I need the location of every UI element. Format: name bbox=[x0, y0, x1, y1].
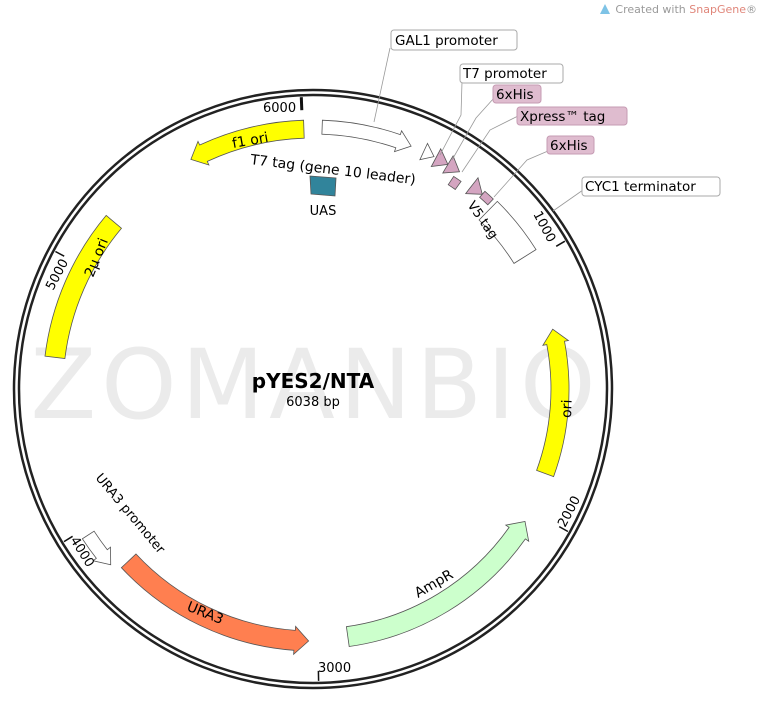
label-ori: ori bbox=[559, 399, 576, 418]
ura3-promoter-arrow[interactable] bbox=[81, 530, 112, 566]
callout-gal1-promoter: GAL1 promoter bbox=[373, 29, 518, 123]
credit-suffix: ® bbox=[746, 3, 757, 16]
callout-text: GAL1 promoter bbox=[395, 33, 498, 49]
uas-feature[interactable] bbox=[309, 175, 337, 197]
callout-text: 6xHis bbox=[550, 138, 588, 154]
t7-promoter-arrow[interactable] bbox=[419, 142, 435, 161]
tick-label-6000: 6000 bbox=[263, 101, 296, 116]
callout-text: 6xHis bbox=[496, 87, 534, 103]
snapgene-credit: Created with SnapGene® bbox=[600, 3, 757, 16]
tick-label-1000: 1000 bbox=[529, 209, 558, 245]
callout-t7-promoter: T7 promoter bbox=[439, 63, 564, 156]
label-uas: UAS bbox=[310, 204, 337, 219]
credit-text: Created with bbox=[615, 3, 690, 16]
plasmid-length: 6038 bp bbox=[286, 395, 340, 410]
ori-arrow[interactable] bbox=[536, 328, 570, 478]
ampr-arrow[interactable] bbox=[345, 521, 530, 647]
callout-6xhis-2: 6xHis bbox=[493, 135, 595, 198]
v5-tag-arrow[interactable] bbox=[479, 190, 494, 206]
ura3-arrow[interactable] bbox=[120, 553, 310, 656]
tick-label-3000: 3000 bbox=[318, 661, 351, 676]
tick-mark bbox=[555, 240, 566, 247]
gal1-promoter-arrow[interactable] bbox=[321, 119, 412, 153]
xpress-tag-arrow[interactable] bbox=[442, 155, 461, 174]
tick-mark bbox=[558, 525, 569, 533]
callout-6xhis-1: 6xHis bbox=[451, 84, 542, 161]
callout-text: T7 promoter bbox=[462, 66, 547, 82]
credit-brand: SnapGene bbox=[689, 3, 746, 16]
2mu-ori-bar[interactable] bbox=[44, 214, 123, 359]
tick-mark bbox=[55, 250, 65, 257]
backbone-inner bbox=[17, 93, 609, 685]
tick-mark bbox=[63, 535, 73, 543]
callout-text: CYC1 terminator bbox=[585, 179, 696, 195]
callout-xpress-tag: Xpress™ tag bbox=[461, 106, 628, 173]
callout-cyc1-terminator: CYC1 terminator bbox=[552, 176, 721, 212]
snapgene-logo-icon bbox=[600, 4, 611, 14]
6xhis-arrow[interactable] bbox=[430, 147, 449, 167]
tick-mark bbox=[299, 97, 304, 111]
label-f1-ori: f1 ori bbox=[231, 130, 270, 152]
callout-text: Xpress™ tag bbox=[520, 109, 605, 125]
plasmid-name: pYES2/NTA bbox=[252, 369, 375, 393]
f1-ori-arrow[interactable] bbox=[190, 119, 305, 166]
cyc1-terminator-box[interactable] bbox=[478, 200, 537, 264]
t7-tag-arrow[interactable] bbox=[447, 175, 462, 191]
backbone-outer bbox=[12, 88, 614, 690]
6xhis-2-arrow[interactable] bbox=[464, 176, 483, 195]
watermark: ZOMANBIO bbox=[31, 329, 596, 441]
